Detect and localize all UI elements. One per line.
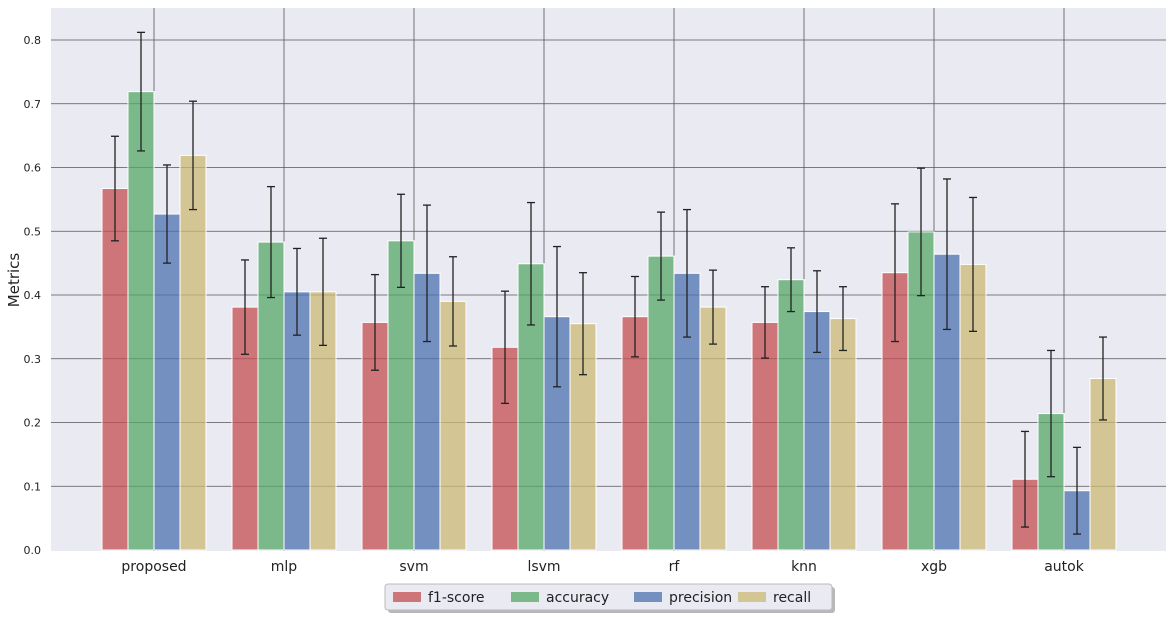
legend-swatch-f1-score [393,592,421,602]
legend-label-f1-score: f1-score [428,590,485,606]
legend-swatch-recall [738,592,766,602]
y-tick-label: 0.1 [24,480,42,493]
error-bar-recall-rf [709,269,717,345]
bar-f1-score-knn [751,321,779,551]
legend: f1-score accuracy precision recall [384,583,835,613]
legend-label-accuracy: accuracy [546,590,609,606]
y-tick-label: 0.6 [24,162,42,175]
legend-label-recall: recall [773,590,811,606]
bar-f1-score-proposed [101,188,129,551]
error-bar-accuracy-mlp [267,185,275,299]
x-tick-label: rf [669,559,681,575]
error-bar-precision-svm [423,204,431,343]
error-bar-accuracy-knn [787,247,795,313]
error-bars [111,31,1107,535]
y-tick-label: 0.3 [24,353,42,366]
error-bar-precision-knn [813,270,821,354]
error-bar-accuracy-lsvm [527,201,535,326]
bar-recall-proposed [179,154,207,551]
bar-accuracy-proposed [127,91,155,551]
legend-frame [384,583,833,611]
y-tick-label: 0.7 [24,98,42,111]
error-bar-recall-lsvm [579,272,587,376]
error-bar-accuracy-autok [1047,349,1055,478]
bar-recall-rf [699,306,727,551]
error-bar-f1-score-mlp [241,259,249,355]
error-bar-precision-autok [1073,446,1081,535]
error-bar-f1-score-proposed [111,135,119,242]
error-bar-recall-svm [449,256,457,347]
error-bar-accuracy-rf [657,211,665,301]
bar-accuracy-rf [647,255,675,551]
error-bar-f1-score-knn [761,286,769,359]
x-tick-label: svm [399,559,428,575]
x-tick-label: proposed [121,559,186,575]
x-tick-label: xgb [921,559,947,575]
x-axis-ticks: proposed mlp svm lsvm rf knn xgb autok [121,559,1084,575]
error-bar-recall-proposed [189,100,197,211]
plot-background [51,8,1166,551]
error-bar-recall-xgb [969,196,977,332]
error-bar-precision-xgb [943,178,951,331]
y-tick-label: 0.5 [24,225,42,238]
error-bar-recall-knn [839,286,847,352]
x-tick-label: lsvm [527,559,560,575]
y-tick-label: 0.2 [24,417,42,430]
y-axis-ticks: 0.0 0.1 0.2 0.3 0.4 0.5 0.6 0.7 0.8 [24,34,42,557]
error-bar-f1-score-autok [1021,430,1029,528]
legend-swatch-accuracy [511,592,539,602]
legend-label-precision: precision [669,590,732,606]
error-bar-accuracy-proposed [137,31,145,152]
y-axis-label: Metrics [5,253,23,308]
x-tick-label: autok [1044,559,1085,575]
error-bar-precision-proposed [163,164,171,264]
bar-recall-knn [829,318,857,551]
error-bar-recall-mlp [319,237,327,347]
bar-precision-proposed [153,213,181,551]
error-bar-precision-lsvm [553,245,561,388]
x-tick-label: knn [791,559,817,575]
error-bar-f1-score-rf [631,275,639,358]
error-bar-f1-score-svm [371,273,379,371]
error-bar-precision-mlp [293,247,301,336]
error-bar-accuracy-xgb [917,167,925,297]
error-bar-precision-rf [683,208,691,338]
bar-series [101,91,1117,551]
x-tick-label: mlp [271,559,298,575]
error-bar-f1-score-xgb [891,203,899,343]
error-bar-f1-score-lsvm [501,290,509,405]
legend-swatch-precision [634,592,662,602]
bar-accuracy-knn [777,279,805,551]
error-bar-accuracy-svm [397,193,405,289]
bar-f1-score-svm [361,321,389,551]
error-bar-recall-autok [1099,336,1107,421]
y-tick-label: 0.4 [24,289,42,302]
y-tick-label: 0.0 [24,544,42,557]
y-tick-label: 0.8 [24,34,42,47]
